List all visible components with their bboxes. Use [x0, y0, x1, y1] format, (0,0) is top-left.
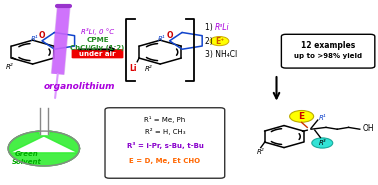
Text: O: O [166, 31, 173, 41]
Text: R²: R² [257, 149, 265, 154]
Text: E = D, Me, Et CHO: E = D, Me, Et CHO [130, 158, 201, 164]
Text: R² = H, CH₃: R² = H, CH₃ [145, 128, 185, 135]
FancyBboxPatch shape [105, 108, 225, 178]
Text: E⁺: E⁺ [215, 37, 224, 46]
Text: 1): 1) [205, 23, 215, 32]
Text: Green
Solvent: Green Solvent [12, 151, 42, 165]
Text: R³: R³ [318, 140, 326, 146]
Text: 3) NH₄Cl: 3) NH₄Cl [205, 50, 237, 59]
FancyBboxPatch shape [281, 34, 375, 68]
Text: up to >98% yield: up to >98% yield [294, 53, 362, 59]
Circle shape [210, 36, 229, 46]
Text: R¹: R¹ [31, 36, 38, 42]
Text: R¹ = Me, Ph: R¹ = Me, Ph [144, 116, 186, 123]
Text: R³Li, 0 °C: R³Li, 0 °C [81, 28, 114, 35]
Polygon shape [40, 108, 48, 134]
Text: ChCl/Gly (1:2): ChCl/Gly (1:2) [70, 45, 125, 51]
Text: under air: under air [79, 51, 116, 57]
Text: R³ = i-Pr, s-Bu, t-Bu: R³ = i-Pr, s-Bu, t-Bu [127, 142, 203, 149]
Text: 2): 2) [205, 37, 215, 46]
Polygon shape [8, 131, 79, 166]
Circle shape [312, 138, 333, 148]
FancyBboxPatch shape [71, 49, 123, 58]
Text: R²: R² [6, 64, 13, 70]
Text: R³Li: R³Li [215, 23, 229, 32]
Polygon shape [8, 131, 79, 166]
Text: R¹: R¹ [158, 36, 166, 42]
Text: R²: R² [145, 66, 152, 72]
Text: CPME: CPME [86, 37, 109, 43]
Text: organolithium: organolithium [44, 82, 115, 91]
Text: O: O [39, 31, 45, 41]
Text: 12 examples: 12 examples [301, 41, 355, 50]
Text: E: E [299, 112, 305, 121]
Text: R¹: R¹ [319, 115, 326, 121]
Circle shape [290, 110, 314, 122]
Text: OH: OH [363, 124, 375, 133]
Text: Li: Li [130, 65, 137, 73]
